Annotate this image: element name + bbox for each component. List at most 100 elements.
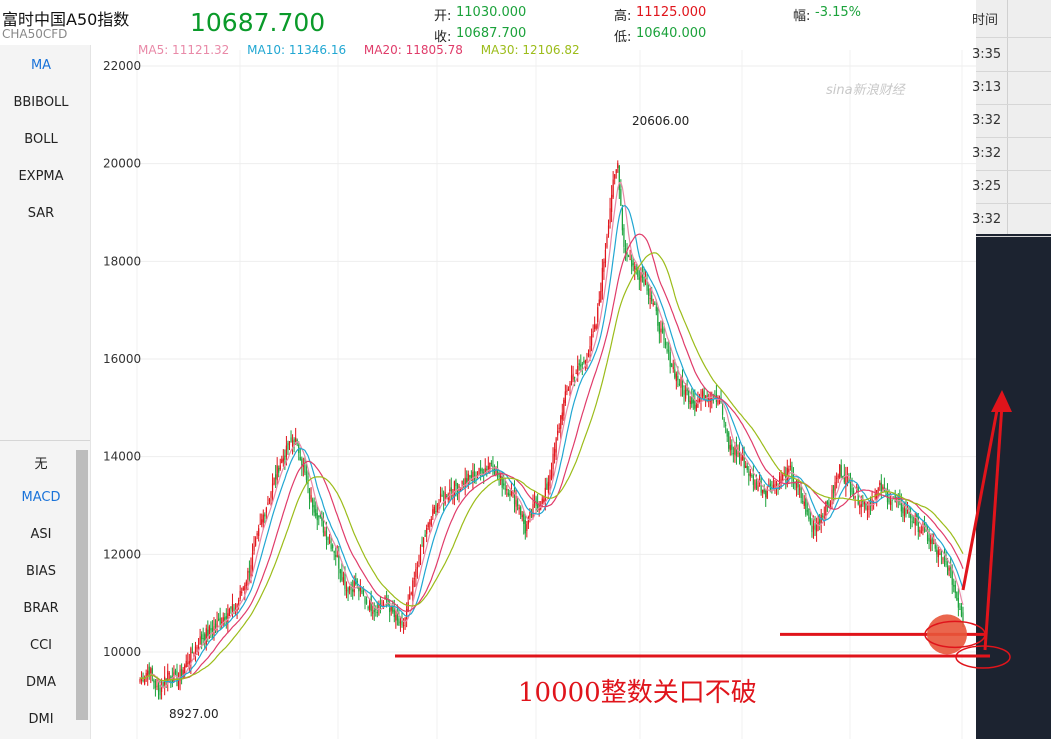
candle-body [376, 612, 378, 614]
subindicator-brar[interactable]: BRAR [23, 601, 59, 616]
candle-body [561, 412, 563, 420]
candle-body [708, 398, 710, 401]
candle-body [349, 587, 351, 591]
candle-body [530, 514, 533, 516]
candle-body [859, 505, 861, 508]
candle-body [851, 488, 853, 495]
candle-body [945, 560, 947, 566]
indicator-ma[interactable]: MA [30, 58, 52, 73]
candle-body [231, 603, 234, 611]
candle-body [678, 383, 681, 385]
candle-body [917, 515, 919, 532]
candle-body [657, 307, 659, 326]
subindicator-macd[interactable]: MACD [21, 490, 61, 505]
candle-body [606, 236, 608, 248]
subindicator-none[interactable]: 无 [34, 457, 48, 472]
candle-body [264, 514, 266, 517]
candle-body [740, 457, 742, 461]
candle-body [162, 681, 164, 686]
candle-body [197, 646, 200, 648]
candle-body [238, 600, 240, 604]
candle-body [393, 609, 395, 618]
subindicator-asi[interactable]: ASI [30, 527, 52, 542]
candle-body [254, 538, 257, 546]
candle-body [450, 487, 452, 492]
candle-body [279, 465, 281, 470]
indicator-bbiboll[interactable]: BBIBOLL [13, 95, 69, 110]
candle-body [780, 479, 782, 481]
candle-body [401, 621, 403, 626]
candle-body [751, 475, 753, 477]
indicator-boll[interactable]: BOLL [24, 132, 58, 147]
candle-body [392, 606, 394, 612]
candle-body [863, 501, 865, 505]
rebound-arrow-line [961, 404, 1000, 591]
candle-body [840, 465, 842, 477]
candle-body [909, 513, 912, 519]
candle-body [651, 295, 653, 302]
candle-body [866, 508, 869, 510]
candle-body [956, 591, 958, 600]
candle-body [646, 282, 648, 291]
candle-body [540, 506, 542, 510]
candle-body [604, 249, 607, 264]
candle-body [795, 480, 798, 489]
subindicator-dma[interactable]: DMA [25, 675, 57, 690]
candle-body [930, 539, 932, 545]
time-header: 时间 [972, 4, 1051, 38]
candle-body [666, 349, 668, 352]
candle-body [181, 668, 183, 677]
candle-body [339, 569, 341, 574]
candle-body [341, 569, 343, 581]
subindicator-cci[interactable]: CCI [30, 638, 52, 653]
candle-body [148, 666, 150, 675]
candle-body [611, 194, 613, 212]
candle-body [691, 397, 693, 405]
candle-body [312, 499, 314, 508]
y-tick-label: 16000 [103, 352, 141, 366]
candle-body [837, 475, 839, 478]
candle-body [814, 524, 816, 531]
indicator-sar[interactable]: SAR [27, 206, 55, 221]
candle-body [444, 492, 446, 504]
candle-body [782, 474, 784, 482]
candle-body [385, 599, 388, 601]
subindicator-dmi[interactable]: DMI [28, 712, 54, 727]
candle-body [184, 665, 186, 674]
candle-body [812, 525, 815, 530]
candle-body [694, 399, 696, 409]
candle-body [686, 387, 688, 392]
candle-body [395, 615, 397, 621]
sidebar-scrollbar[interactable] [76, 450, 88, 720]
candle-body [825, 501, 827, 516]
candle-body [210, 628, 212, 631]
candle-body [738, 450, 741, 457]
instrument-title: 富时中国A50指数 [2, 10, 130, 29]
candle-body [418, 565, 420, 567]
candle-body [486, 468, 488, 470]
candle-body [842, 476, 844, 479]
candle-body [916, 513, 918, 519]
candle-body [555, 438, 557, 453]
candle-body [546, 483, 548, 490]
sidebar-divider [0, 440, 90, 441]
candle-body [612, 179, 614, 198]
candle-body [481, 468, 483, 477]
candle-body [304, 465, 306, 473]
y-tick-label: 10000 [103, 645, 141, 659]
candle-body [746, 465, 748, 470]
candle-body [313, 505, 315, 513]
subindicator-bias[interactable]: BIAS [26, 564, 56, 579]
candle-body [826, 501, 828, 504]
candle-body [734, 448, 736, 455]
candle-body [951, 567, 953, 585]
indicator-expma[interactable]: EXPMA [18, 169, 64, 184]
candle-body [262, 514, 264, 523]
candle-body [943, 554, 946, 562]
candle-body [937, 550, 939, 558]
candle-body [174, 670, 177, 674]
candle-body [960, 605, 963, 617]
candle-body [939, 553, 941, 555]
candle-body [936, 549, 938, 555]
candle-body [327, 537, 329, 541]
